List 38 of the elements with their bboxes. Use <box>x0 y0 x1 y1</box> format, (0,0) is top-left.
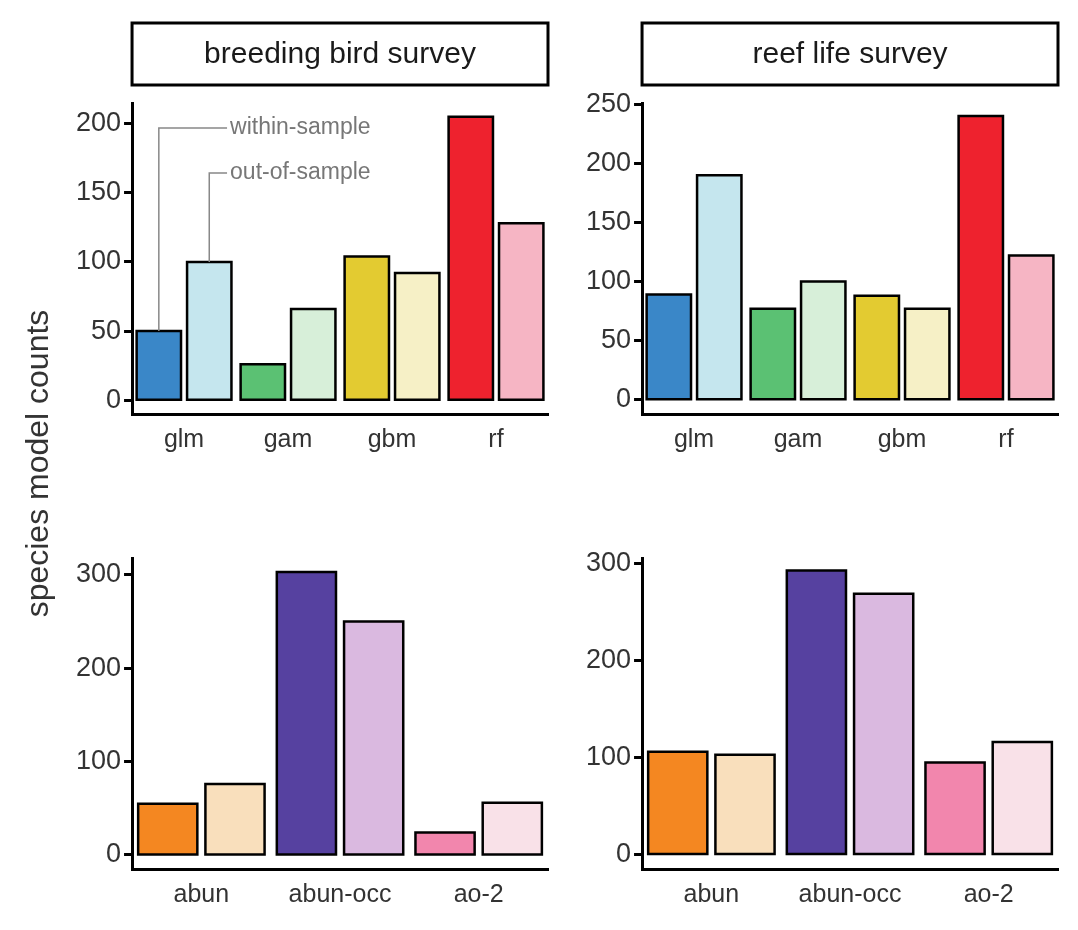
y-tick-label: 200 <box>585 146 632 177</box>
x-tick-label: abun <box>683 878 740 907</box>
y-tick-label: 150 <box>75 176 122 207</box>
x-tick-label: gbm <box>877 423 927 452</box>
y-tick-label: 300 <box>75 558 122 589</box>
x-tick-label: gbm <box>367 423 417 452</box>
y-tick-label: 100 <box>585 741 632 772</box>
x-tick-label: ao-2 <box>963 878 1014 907</box>
y-tick-label: 100 <box>585 265 632 296</box>
y-tick-label: 0 <box>616 383 632 414</box>
x-tick-label: ao-2 <box>453 878 504 907</box>
x-tick-label: glm <box>163 423 205 452</box>
y-tick-label: 50 <box>601 324 632 355</box>
y-tick-label: 100 <box>75 245 122 276</box>
text: within-sample <box>229 113 371 140</box>
x-tick-label: gam <box>773 423 823 452</box>
x-tick-label: abun-occ <box>288 878 392 907</box>
y-tick-label: 200 <box>75 651 122 682</box>
y-tick-label: 0 <box>106 838 122 869</box>
y-axis-title: species model counts <box>19 309 57 617</box>
chart-title: breeding bird survey <box>204 36 476 70</box>
x-tick-label: abun <box>173 878 230 907</box>
y-tick-label: 200 <box>585 644 632 675</box>
y-tick-label: 200 <box>75 107 122 138</box>
x-tick-label: gam <box>263 423 313 452</box>
y-tick-label: 100 <box>75 745 122 776</box>
y-tick-label: 300 <box>585 547 632 578</box>
x-tick-label: rf <box>488 423 504 452</box>
text: out-of-sample <box>230 158 371 185</box>
x-tick-label: rf <box>998 423 1014 452</box>
y-tick-label: 0 <box>616 837 632 868</box>
y-tick-label: 250 <box>585 87 632 118</box>
x-tick-label: glm <box>673 423 715 452</box>
x-tick-label: abun-occ <box>798 878 902 907</box>
y-tick-label: 0 <box>106 383 122 414</box>
y-tick-label: 150 <box>585 205 632 236</box>
chart-title: reef life survey <box>752 36 948 70</box>
y-tick-label: 50 <box>91 314 122 345</box>
